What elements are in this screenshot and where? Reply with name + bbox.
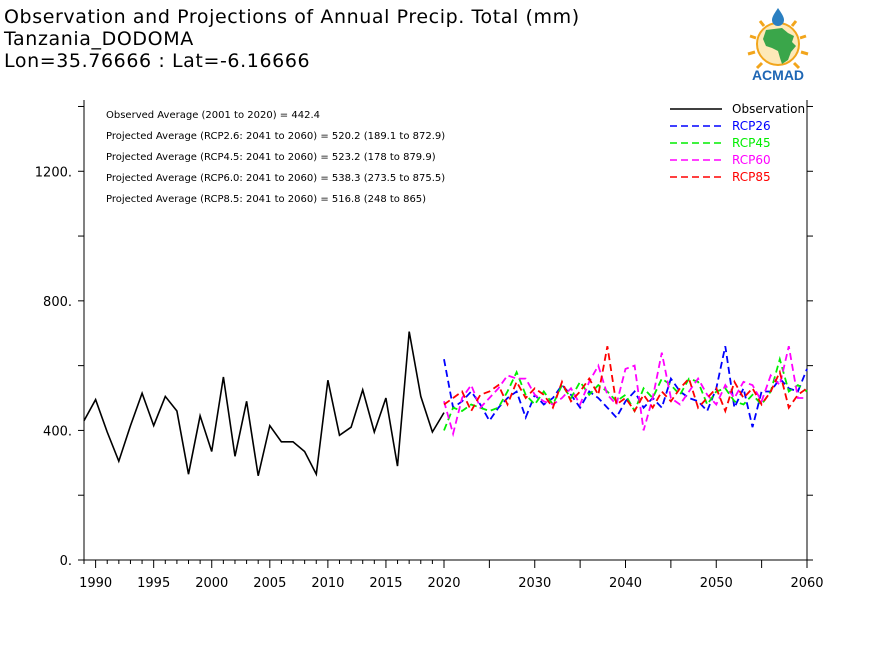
legend-label-rcp85: RCP85 xyxy=(732,170,771,184)
chart-title: Observation and Projections of Annual Pr… xyxy=(4,6,580,28)
x-tick-label: 2050 xyxy=(700,576,733,591)
acmad-logo: ACMAD xyxy=(747,8,809,83)
chart-annotations: Observed Average (2001 to 2020) = 442.4 P… xyxy=(106,110,445,205)
legend-label-rcp60: RCP60 xyxy=(732,153,771,167)
series-line-rcp60 xyxy=(443,345,807,438)
x-tick-label: 2000 xyxy=(195,576,228,591)
series-line-observation xyxy=(83,331,445,477)
chart-title-block: Observation and Projections of Annual Pr… xyxy=(4,6,580,72)
x-tick-label: 2030 xyxy=(518,576,551,591)
chart-legend: Observation RCP26 RCP45 RCP60 RCP85 xyxy=(670,102,805,184)
x-tick-label: 2005 xyxy=(253,576,286,591)
series-line-rcp85 xyxy=(443,346,808,414)
x-tick-label: 1990 xyxy=(79,576,112,591)
x-tick-label: 1995 xyxy=(137,576,170,591)
average-annotation: Projected Average (RCP6.0: 2041 to 2060)… xyxy=(106,173,445,184)
chart-axes: 0. 400. 800. 1200. 1990 1995 2000 2005 2010 2015 2… xyxy=(35,100,824,591)
x-tick-label: 2060 xyxy=(790,576,823,591)
y-tick-label: 800. xyxy=(43,295,72,310)
average-annotation: Observed Average (2001 to 2020) = 442.4 xyxy=(106,110,320,121)
legend-label-rcp26: RCP26 xyxy=(732,119,771,133)
location-label: Tanzania_DODOMA xyxy=(4,28,194,50)
average-annotation: Projected Average (RCP8.5: 2041 to 2060)… xyxy=(106,194,426,205)
x-tick-label: 2010 xyxy=(311,576,344,591)
africa-icon xyxy=(763,28,796,64)
average-annotation: Projected Average (RCP4.5: 2041 to 2060)… xyxy=(106,152,436,163)
y-tick-label: 400. xyxy=(43,424,72,439)
x-tick-label: 2020 xyxy=(427,576,460,591)
x-tick-label: 2015 xyxy=(369,576,402,591)
x-tick-label: 2040 xyxy=(609,576,642,591)
logo-text: ACMAD xyxy=(752,67,804,83)
y-tick-label: 0. xyxy=(60,554,72,569)
series-line-rcp26 xyxy=(443,346,808,428)
average-annotation: Projected Average (RCP2.6: 2041 to 2060)… xyxy=(106,131,445,142)
legend-label-rcp45: RCP45 xyxy=(732,136,771,150)
legend-label-observation: Observation xyxy=(732,102,805,116)
water-drop-icon xyxy=(772,8,784,26)
y-tick-label: 1200. xyxy=(35,165,72,180)
coordinates-label: Lon=35.76666 : Lat=-6.16666 xyxy=(4,50,311,72)
chart-series xyxy=(83,331,808,477)
sun-rays-icon xyxy=(747,16,809,70)
